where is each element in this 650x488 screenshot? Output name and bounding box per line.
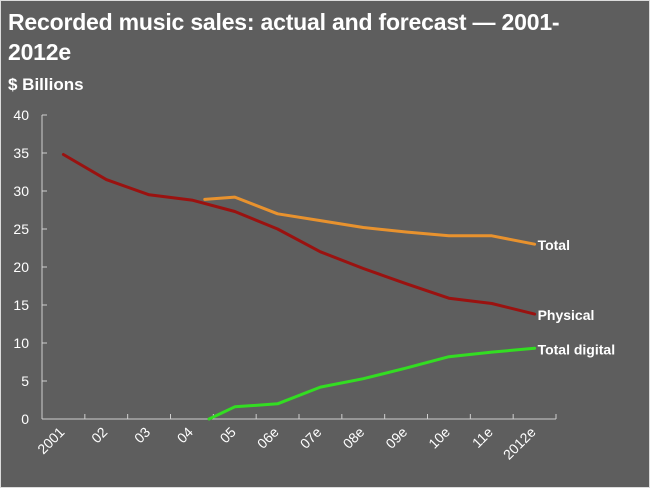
y-tick-label: 25 bbox=[13, 221, 29, 237]
x-tick-label: 2001 bbox=[34, 424, 67, 457]
y-tick-label: 40 bbox=[13, 107, 29, 123]
y-tick-label: 10 bbox=[13, 335, 29, 351]
x-tick-label: 11e bbox=[469, 424, 496, 451]
x-tick-label: 07e bbox=[297, 424, 325, 452]
series-label-total: Total bbox=[538, 237, 570, 253]
x-tick-label: 2012e bbox=[500, 424, 539, 463]
y-tick-label: 15 bbox=[13, 297, 29, 313]
series-label-physical: Physical bbox=[538, 307, 595, 323]
y-tick-label: 35 bbox=[13, 145, 29, 161]
x-tick-label: 04 bbox=[174, 424, 196, 446]
series-line-total-digital bbox=[207, 346, 537, 421]
x-tick-label: 06e bbox=[254, 424, 282, 452]
x-tick-label: 10e bbox=[425, 424, 453, 452]
x-tick-label: 02 bbox=[88, 424, 110, 446]
series-label-total-digital: Total digital bbox=[538, 341, 616, 357]
x-tick-label: 05 bbox=[217, 424, 239, 446]
series-line-physical bbox=[61, 153, 537, 316]
chart-title: Recorded music sales: actual and forecas… bbox=[8, 9, 560, 65]
series-line-total bbox=[203, 195, 537, 246]
x-tick-label: 08e bbox=[340, 424, 368, 452]
x-tick-label: 03 bbox=[131, 424, 153, 446]
x-tick-label: 09e bbox=[382, 424, 410, 452]
y-tick-label: 20 bbox=[13, 259, 29, 275]
y-tick-label: 30 bbox=[13, 183, 29, 199]
y-axis-label: $ Billions bbox=[8, 75, 84, 94]
y-tick-label: 0 bbox=[21, 411, 29, 427]
y-tick-label: 5 bbox=[21, 373, 29, 389]
